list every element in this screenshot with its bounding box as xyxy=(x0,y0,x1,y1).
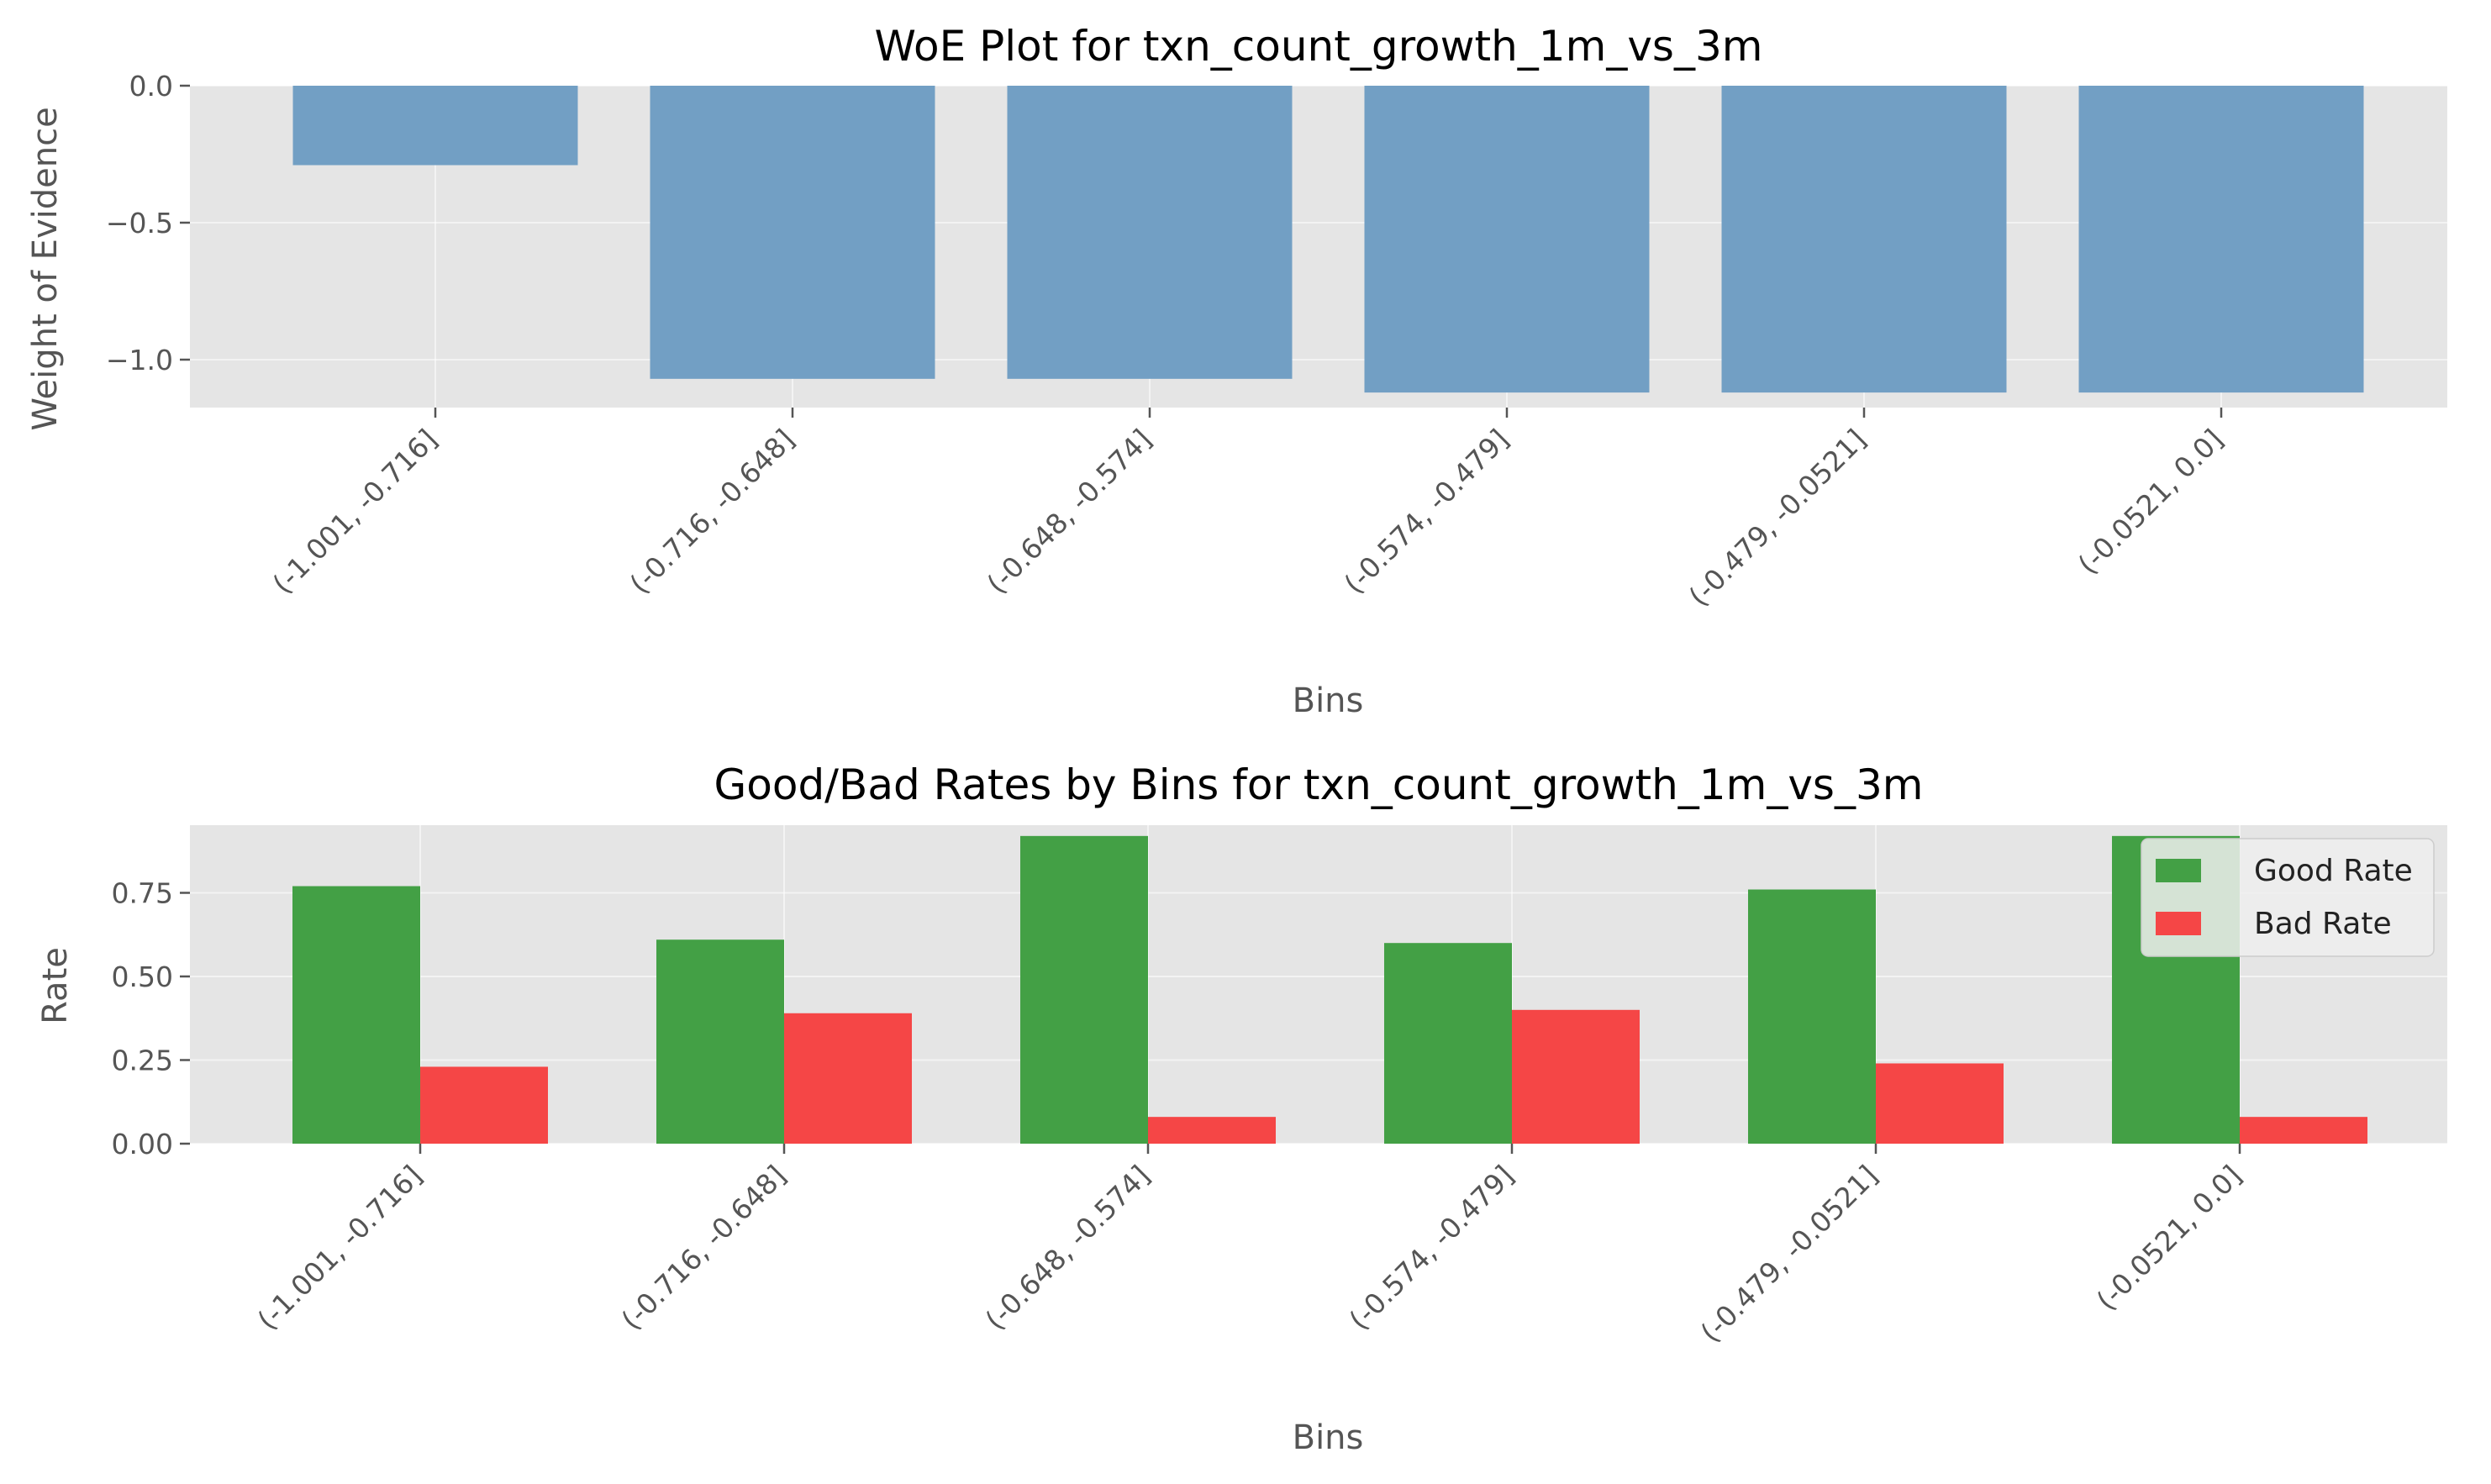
woe-y-axis: 0.0 −0.5 −1.0 xyxy=(106,70,190,376)
woe-bar xyxy=(2078,86,2364,393)
rates-x-axis-label: Bins xyxy=(1293,1418,1364,1457)
woe-bar xyxy=(650,86,935,379)
bad-rate-bar xyxy=(2240,1117,2367,1144)
bad-rate-bar xyxy=(420,1066,548,1144)
rates-x-tick-label: (-0.574, -0.479] xyxy=(1343,1159,1520,1336)
woe-bar xyxy=(292,86,578,166)
rates-chart-title: Good/Bad Rates by Bins for txn_count_gro… xyxy=(714,760,1924,809)
woe-x-tick-label: (-0.574, -0.479] xyxy=(1338,423,1515,600)
woe-y-tick-label: 0.0 xyxy=(129,70,173,103)
woe-bar xyxy=(1721,86,2007,393)
good-rate-bar xyxy=(656,939,784,1144)
rates-y-tick-label: 0.75 xyxy=(112,877,173,910)
good-rate-bar xyxy=(1020,835,1148,1144)
legend-label-bad: Bad Rate xyxy=(2254,907,2392,941)
woe-bar xyxy=(1007,86,1293,379)
rates-legend: Good Rate Bad Rate xyxy=(2141,838,2435,957)
woe-x-axis: (-1.001, -0.716] (-0.716, -0.648] (-0.648,… xyxy=(266,408,2230,613)
legend-box xyxy=(2141,838,2435,957)
good-rate-bar xyxy=(292,886,420,1144)
woe-x-tick-label: (-0.648, -0.574] xyxy=(981,423,1158,600)
woe-y-tick-label: −0.5 xyxy=(106,207,173,239)
rates-y-tick-label: 0.25 xyxy=(112,1045,173,1077)
legend-label-good: Good Rate xyxy=(2254,854,2413,888)
legend-swatch-bad xyxy=(2156,912,2201,935)
good-rate-bar xyxy=(1748,889,1876,1144)
woe-x-tick-label: (-0.479, -0.0521] xyxy=(1683,423,1872,613)
rates-x-tick-label: (-0.0521, 0.0] xyxy=(2090,1159,2248,1317)
woe-bar xyxy=(1364,86,1650,393)
good-rate-bar xyxy=(1384,943,1512,1144)
woe-chart-title: WoE Plot for txn_count_growth_1m_vs_3m xyxy=(875,22,1763,71)
rates-y-axis: 0.00 0.25 0.50 0.75 xyxy=(112,877,190,1160)
legend-swatch-good xyxy=(2156,859,2201,882)
woe-y-tick-label: −1.0 xyxy=(106,344,173,376)
rates-x-tick-label: (-0.716, -0.648] xyxy=(615,1159,793,1336)
rates-plot-area xyxy=(190,825,2447,1144)
rates-x-axis: (-1.001, -0.716] (-0.716, -0.648] (-0.648,… xyxy=(251,1144,2248,1349)
bad-rate-bar xyxy=(1876,1063,2004,1144)
woe-y-axis-label: Weight of Evidence xyxy=(26,107,65,430)
rates-chart: 0.00 0.25 0.50 0.75 (-1.001, -0.716] (-0.716… xyxy=(36,760,2447,1457)
rates-y-axis-label: Rate xyxy=(36,947,75,1024)
bad-rate-bar xyxy=(1512,1009,1640,1144)
bad-rate-bar xyxy=(1148,1117,1276,1144)
woe-bars xyxy=(292,86,2364,393)
rates-x-tick-label: (-1.001, -0.716] xyxy=(251,1159,429,1336)
woe-chart: 0.0 −0.5 −1.0 (-1.001, -0.716] (-0.716, -0.… xyxy=(26,22,2447,720)
rates-x-tick-label: (-0.648, -0.574] xyxy=(979,1159,1156,1336)
woe-x-tick-label: (-0.0521, 0.0] xyxy=(2072,423,2230,581)
bad-rate-bar xyxy=(784,1013,912,1144)
woe-x-tick-label: (-1.001, -0.716] xyxy=(266,423,444,600)
woe-x-tick-label: (-0.716, -0.648] xyxy=(624,423,801,600)
woe-x-axis-label: Bins xyxy=(1293,681,1364,720)
rates-y-tick-label: 0.50 xyxy=(112,960,173,993)
rates-x-tick-label: (-0.479, -0.0521] xyxy=(1694,1159,1884,1349)
rates-y-tick-label: 0.00 xyxy=(112,1128,173,1160)
